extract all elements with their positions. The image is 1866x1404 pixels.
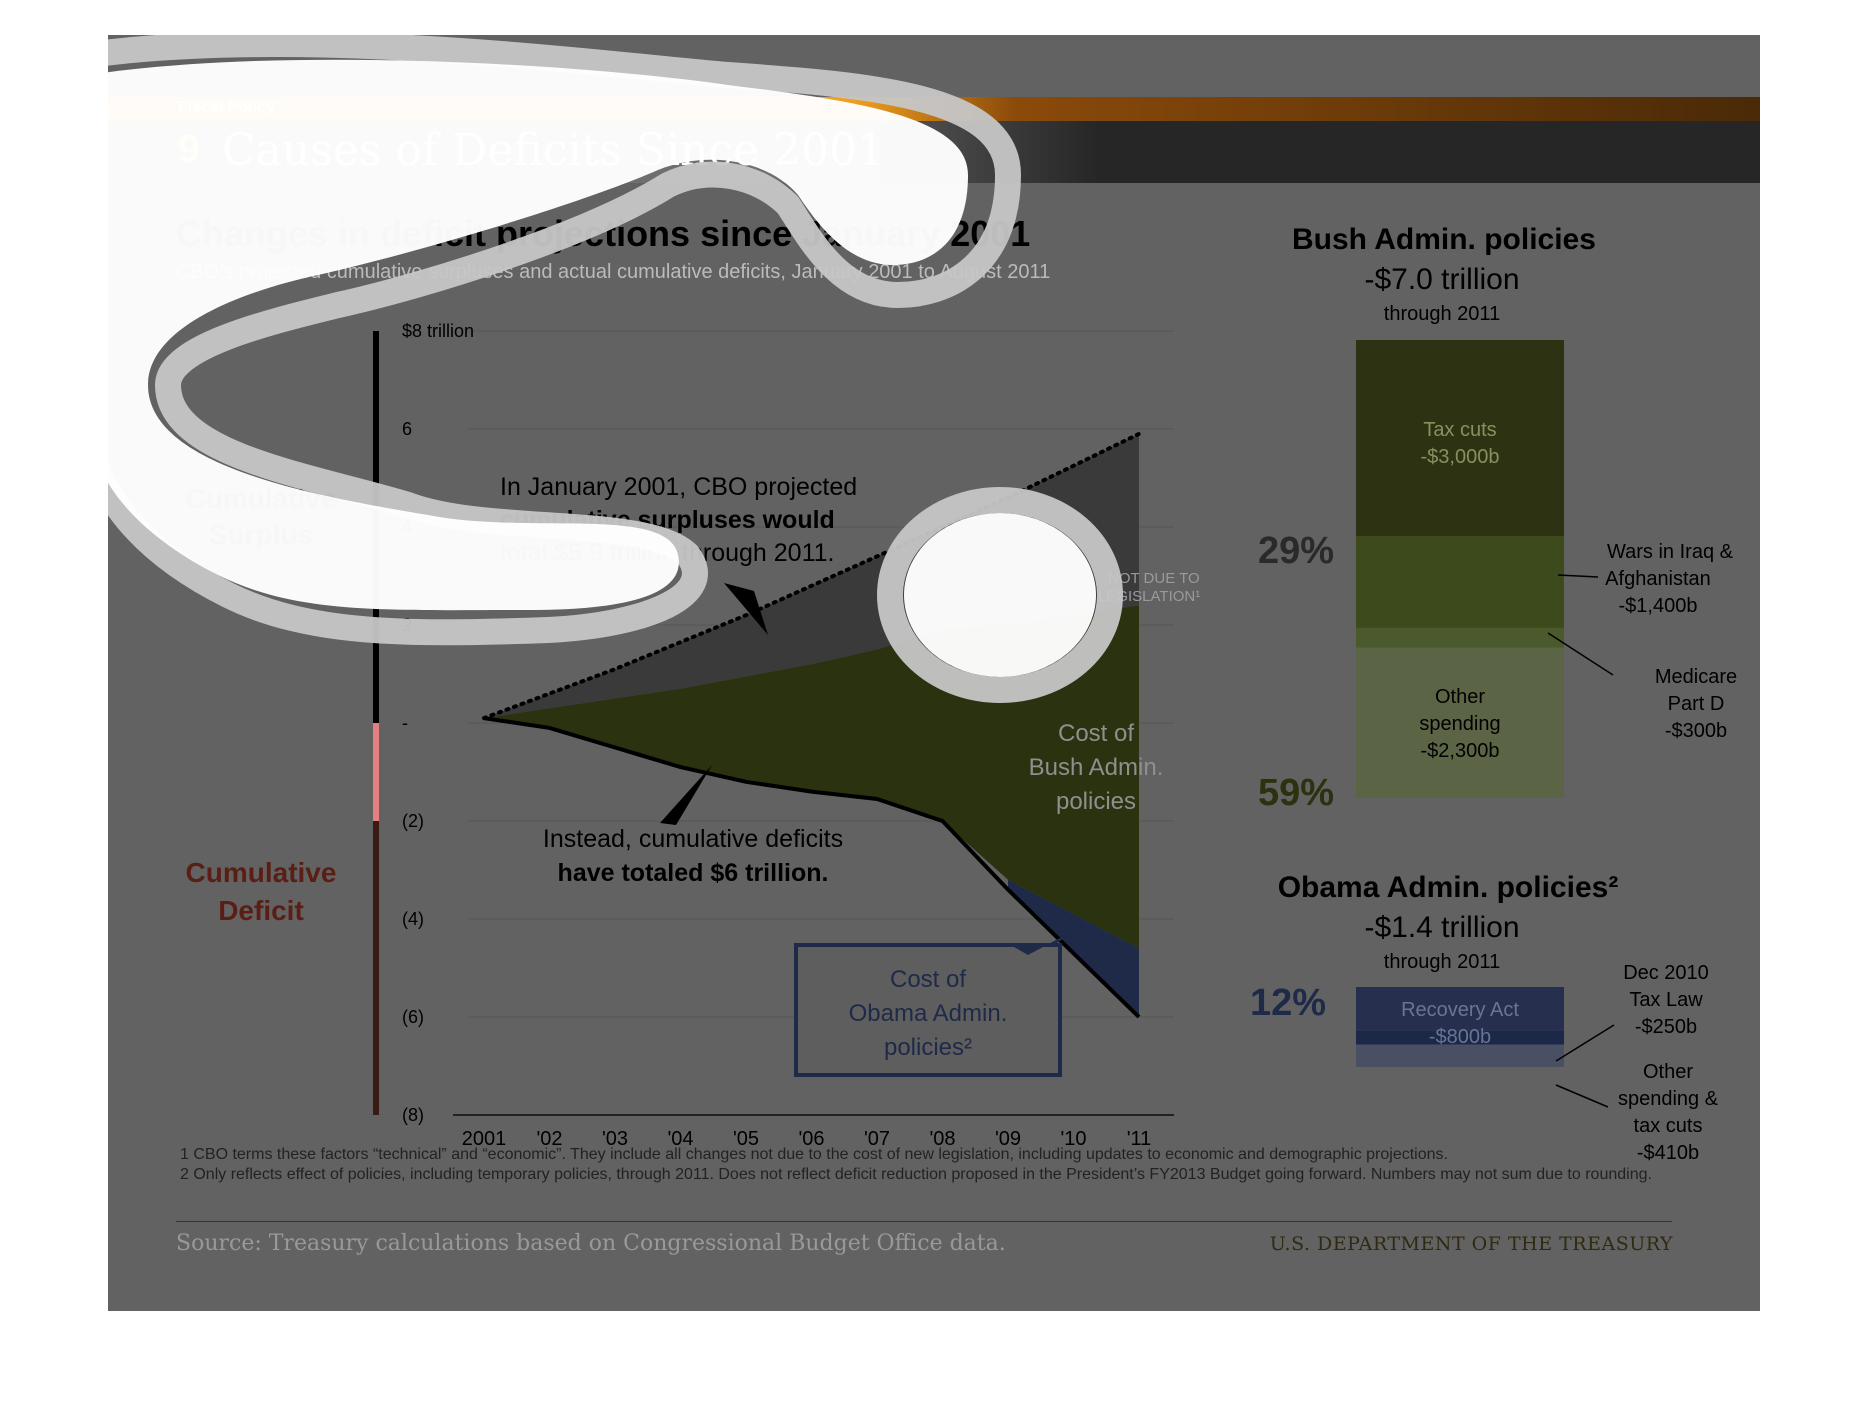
x-tick-label: '11 bbox=[1127, 1128, 1152, 1150]
obama-policies-period: through 2011 bbox=[1383, 951, 1501, 973]
obama-other-name-2: spending & bbox=[1618, 1088, 1719, 1110]
y-tick-label: (8) bbox=[402, 1105, 424, 1125]
bush-other-name-1: Other bbox=[1435, 686, 1485, 708]
bush-medicare-name-2: Part D bbox=[1668, 693, 1725, 715]
bush-policies-total: -$7.0 trillion bbox=[1364, 263, 1520, 296]
not-legislation-label-1: NOT DUE TO bbox=[1108, 570, 1200, 587]
obama-callout-line-1: Obama Admin. bbox=[849, 1000, 1008, 1027]
obama-other-name-1: Other bbox=[1643, 1061, 1693, 1083]
x-tick-label: '02 bbox=[536, 1128, 562, 1150]
bush-bar-segment bbox=[1356, 536, 1564, 628]
x-tick-label: '08 bbox=[929, 1128, 955, 1150]
y-tick-label: (2) bbox=[402, 811, 424, 831]
obama-tax-law-name-2: Tax Law bbox=[1629, 989, 1703, 1011]
deficit-label-2: Deficit bbox=[218, 895, 304, 926]
obama-other-name-3: tax cuts bbox=[1634, 1115, 1703, 1137]
share-obama: 12% bbox=[1250, 982, 1326, 1024]
annotation-projected-1: In January 2001, CBO projected bbox=[500, 473, 857, 501]
bush-wars-name-2: Afghanistan bbox=[1605, 568, 1711, 590]
footnote-2: 2 Only reflects effect of policies, incl… bbox=[180, 1166, 1652, 1183]
obama-bar-segment bbox=[1356, 987, 1564, 1031]
bush-medicare-leader bbox=[1547, 632, 1614, 676]
x-tick-label: '10 bbox=[1060, 1128, 1086, 1150]
y-tick-label: 6 bbox=[402, 419, 412, 439]
bush-policies-title: Bush Admin. policies bbox=[1292, 223, 1596, 256]
annotation-projected-3: total $5.9 trillion through 2011. bbox=[500, 539, 835, 567]
obama-callout-pointer bbox=[1014, 925, 1084, 955]
agency-name: U.S. DEPARTMENT OF THE TREASURY bbox=[1269, 1233, 1673, 1255]
annotation-projected-2: cumulative surpluses would bbox=[500, 506, 835, 534]
surplus-label-1: Cumulative bbox=[186, 483, 337, 514]
x-tick-label: '07 bbox=[864, 1128, 890, 1150]
y-tick-label: 4 bbox=[402, 517, 412, 537]
actual-deficit-line bbox=[483, 716, 1141, 1019]
bush-bar-segment bbox=[1356, 340, 1564, 537]
bush-bar-segment bbox=[1356, 627, 1564, 648]
source-note: Source: Treasury calculations based on C… bbox=[176, 1231, 1006, 1256]
bush-other-name-2: spending bbox=[1419, 713, 1500, 735]
x-tick-label: '04 bbox=[667, 1128, 693, 1150]
x-tick-label: '06 bbox=[798, 1128, 824, 1150]
x-tick-label: '09 bbox=[995, 1128, 1021, 1150]
obama-bar-segment bbox=[1356, 1030, 1564, 1045]
x-tick-label: 2001 bbox=[462, 1128, 507, 1150]
bush-wars-name-1: Wars in Iraq & bbox=[1607, 541, 1734, 563]
y-tick-label: $8 trillion bbox=[402, 321, 474, 341]
y-tick-label: (4) bbox=[402, 909, 424, 929]
not-legislation-label-2: LEGISLATION¹ bbox=[1098, 588, 1200, 605]
obama-callout-box bbox=[794, 943, 1062, 1077]
bush-wars-leader bbox=[1557, 574, 1599, 578]
bush-other-value: -$2,300b bbox=[1421, 740, 1500, 762]
obama-other-leader bbox=[1555, 1084, 1609, 1108]
share-bush: 59% bbox=[1258, 772, 1334, 814]
bush-policies-period: through 2011 bbox=[1383, 303, 1501, 325]
annotation-pointer-bottom bbox=[660, 765, 712, 825]
obama-policies-title: Obama Admin. policies² bbox=[1277, 871, 1619, 904]
obama-other-value: -$410b bbox=[1637, 1142, 1699, 1164]
obama-recovery-name: Recovery Act bbox=[1401, 999, 1519, 1021]
obama-callout-line-0: Cost of bbox=[890, 966, 966, 993]
share-not-legislation: 29% bbox=[1258, 530, 1334, 572]
bush-tax-cuts-name: Tax cuts bbox=[1423, 419, 1496, 441]
footnotes: 1 CBO terms these factors “technical” an… bbox=[180, 1145, 1660, 1185]
y-tick-label: 2 bbox=[402, 615, 412, 635]
footer-divider bbox=[176, 1221, 1672, 1222]
obama-tax-law-name-1: Dec 2010 bbox=[1623, 962, 1709, 984]
bush-area-label-1: Bush Admin. bbox=[1029, 754, 1164, 781]
surplus-label-2: Surplus bbox=[209, 519, 313, 550]
obama-bar-segment bbox=[1356, 1044, 1564, 1067]
obama-tax-law-value: -$250b bbox=[1635, 1016, 1697, 1038]
y-tick-label: (6) bbox=[402, 1007, 424, 1027]
obama-policies-total: -$1.4 trillion bbox=[1364, 911, 1520, 944]
obama-tax-law-leader bbox=[1555, 1024, 1615, 1062]
bush-medicare-value: -$300b bbox=[1665, 720, 1727, 742]
annotation-actual-1: Instead, cumulative deficits bbox=[543, 825, 843, 853]
obama-recovery-value: -$800b bbox=[1429, 1026, 1491, 1048]
bush-tax-cuts-value: -$3,000b bbox=[1421, 446, 1500, 468]
x-tick-label: '03 bbox=[602, 1128, 628, 1150]
x-tick-label: '05 bbox=[733, 1128, 759, 1150]
footnote-1: 1 CBO terms these factors “technical” an… bbox=[180, 1146, 1448, 1163]
y-tick-label: - bbox=[402, 713, 408, 733]
bush-area-label-2: policies bbox=[1056, 788, 1136, 815]
obama-callout-line-2: policies² bbox=[884, 1034, 972, 1061]
bush-bar-segment bbox=[1356, 647, 1564, 798]
annotation-actual-2: have totaled $6 trillion. bbox=[558, 859, 829, 887]
deficit-label-1: Cumulative bbox=[186, 857, 337, 888]
bush-medicare-name-1: Medicare bbox=[1655, 666, 1737, 688]
bush-area-label-0: Cost of bbox=[1058, 720, 1134, 747]
slide: Fiscal Policy 9 Causes of Deficits Since… bbox=[108, 35, 1760, 1311]
bush-wars-value: -$1,400b bbox=[1619, 595, 1698, 617]
